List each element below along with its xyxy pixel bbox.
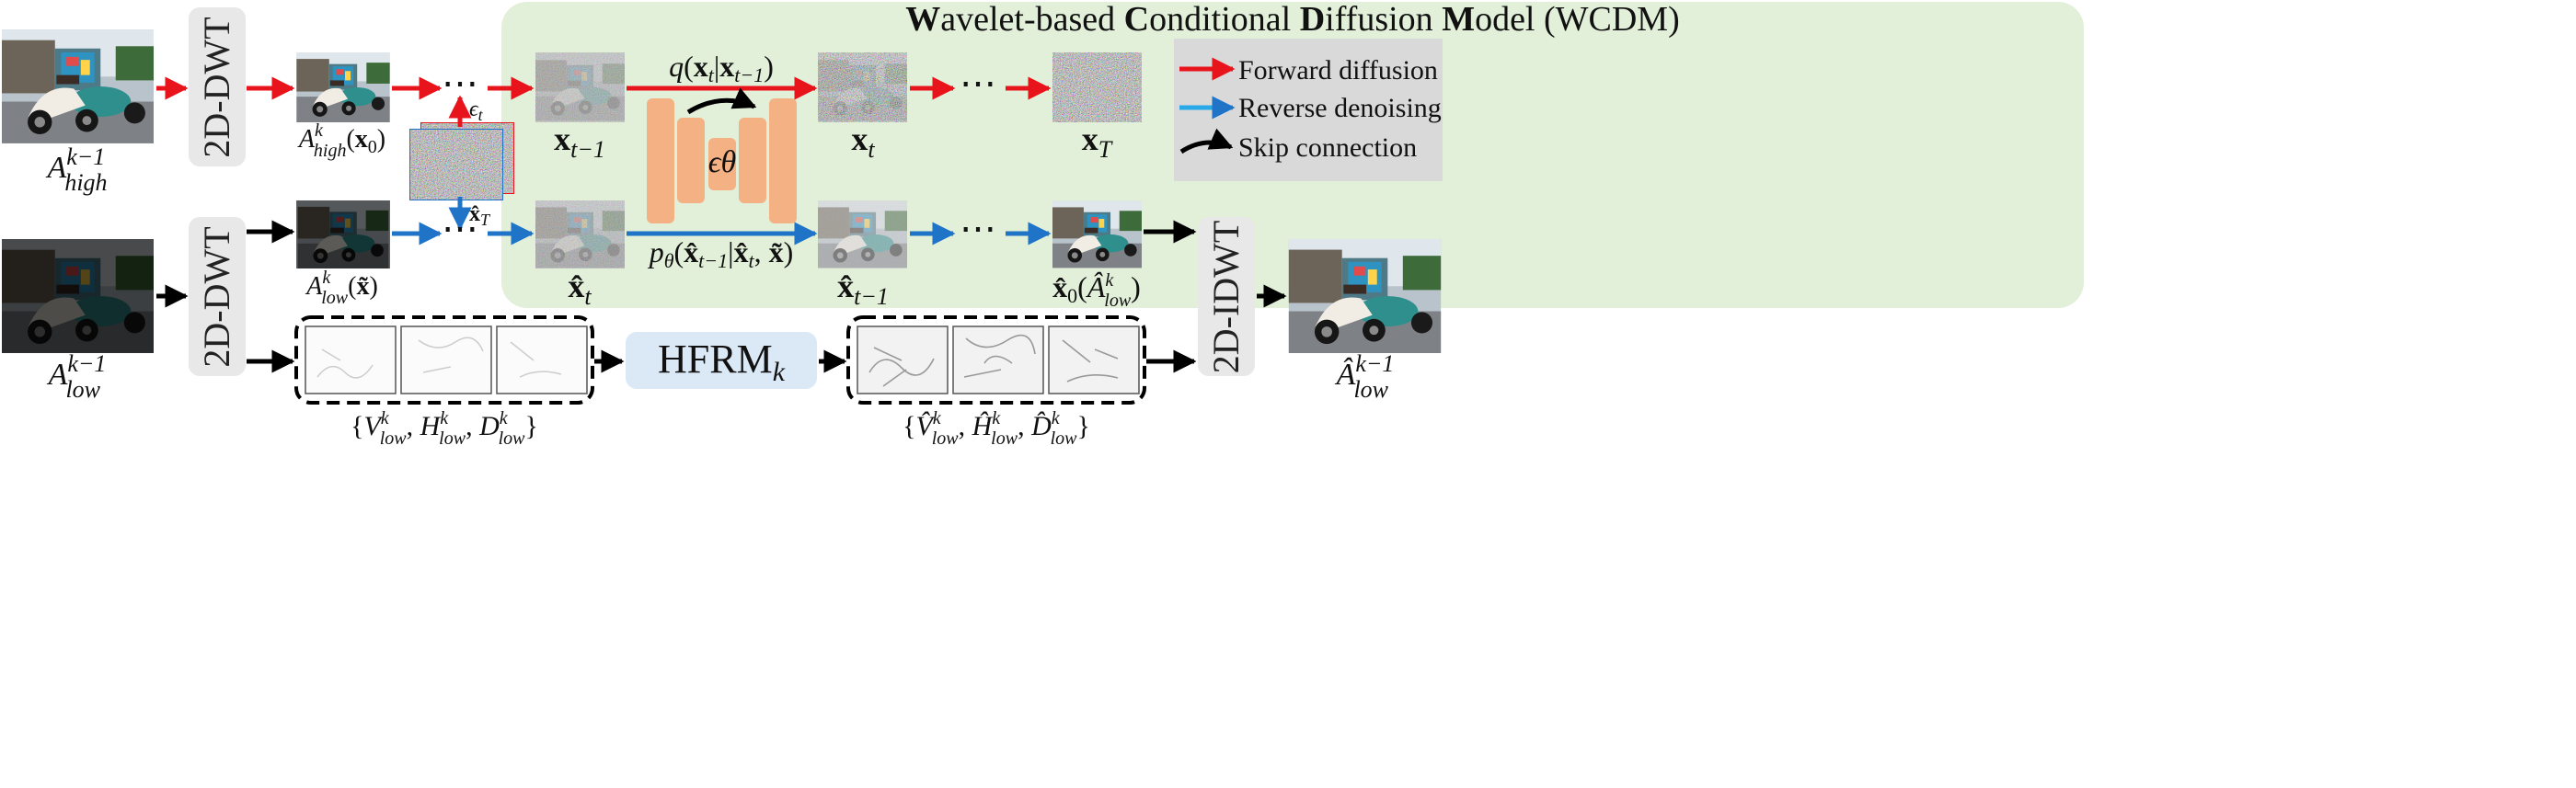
idwt-block (1198, 217, 1255, 376)
legend-skip: Skip connection (1238, 132, 1417, 163)
hf-output-group (846, 315, 1146, 405)
label-q-formula: q(xt|xt−1) (669, 50, 774, 86)
dwt-block-top: 2D-DWT (189, 7, 246, 166)
label-a-low-xtilde: Ak low(x̃) (305, 268, 378, 308)
dots-top-2: ⋯ (960, 63, 996, 104)
input-high-image (2, 29, 154, 143)
unet-label: ϵθ (708, 145, 736, 179)
title-part-5: iffusion (1325, 0, 1442, 39)
label-xhat-0: x̂0(Âk low) (1052, 270, 1141, 311)
legend: Forward diffusion Reverse denoising Skip… (1174, 39, 1443, 181)
xhat-0-image (1052, 200, 1142, 268)
dwt-block-bottom: 2D-DWT (189, 217, 246, 376)
title-part-3: onditional (1149, 0, 1300, 39)
dots-bottom-2: ⋯ (960, 208, 996, 249)
title-part-2: C (1124, 0, 1149, 39)
dwt-top-label: 2D-DWT (196, 17, 237, 157)
label-xhat-T: x̂T (469, 202, 491, 229)
legend-forward: Forward diffusion (1238, 55, 1438, 86)
title-part-4: D (1300, 0, 1325, 39)
xhat-t-image (535, 200, 625, 268)
hfrm-label: HFRMk (658, 337, 786, 387)
label-x-T: xT (1082, 120, 1113, 163)
hfrm-main: HFRM (658, 337, 773, 382)
unet-block: ϵθ (647, 87, 797, 223)
xhat-tm1-image (818, 200, 907, 268)
label-input-high: Ak−1 high (45, 143, 107, 196)
x-tm1-image (535, 52, 625, 122)
hfrm-sub: k (773, 357, 786, 387)
hfrm-block: HFRMk (626, 332, 817, 389)
output-low-image (1288, 239, 1442, 353)
legend-reverse: Reverse denoising (1238, 93, 1442, 123)
input-low-image (2, 239, 154, 353)
label-eps-t: ϵt (469, 97, 484, 124)
a-high-image (296, 52, 390, 122)
dwt-bottom-label: 2D-DWT (196, 226, 237, 367)
label-set-out: {V̂k low, Ĥk low, D̂k low} (903, 408, 1090, 449)
title-part-6: M (1442, 0, 1475, 39)
a-low-image (296, 200, 390, 268)
label-input-low: Ak−1 low (47, 350, 107, 403)
label-a-high-x0: Ak high(x0) (297, 120, 385, 161)
label-set-in: {Vk low, Hk low, Dk low} (351, 408, 538, 449)
idwt-label: 2D-IDWT (1205, 221, 1247, 374)
noise-stack (409, 122, 514, 200)
title-part-1: avelet-based (940, 0, 1123, 39)
title-part-0: W (905, 0, 940, 39)
hf-input-group (294, 315, 594, 405)
dots-bottom-1: ⋯ (442, 208, 478, 249)
x-T-image (1052, 52, 1142, 122)
x-t-image (818, 52, 907, 122)
label-output-low: Âk−1 low (1335, 350, 1395, 403)
panel-title: Wavelet-based Conditional Diffusion Mode… (905, 0, 1680, 39)
title-part-7: odel (WCDM) (1475, 0, 1680, 39)
